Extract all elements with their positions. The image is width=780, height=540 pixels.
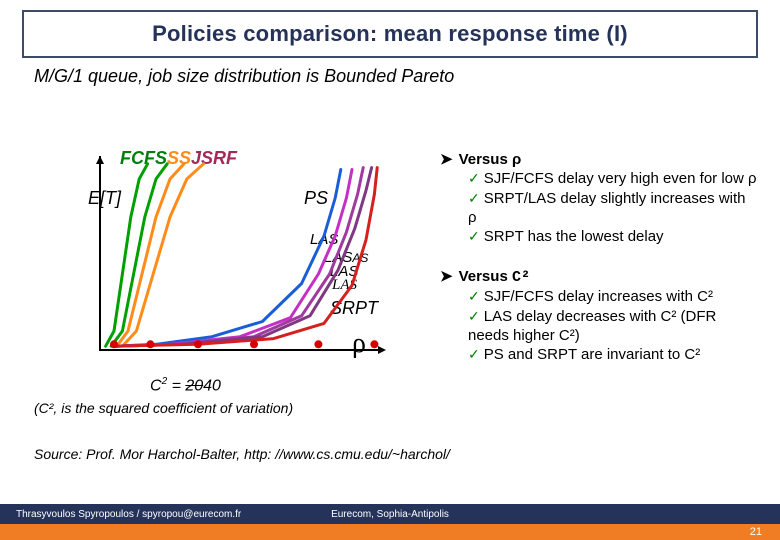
footer: Thrasyvoulos Spyropoulos / spyropou@eure…	[0, 492, 780, 540]
footer-page: 21	[750, 526, 762, 538]
bullet-item-c2-0: ✓SJF/FCFS delay increases with C²	[440, 288, 758, 307]
bullet-text-rho-2: SRPT has the lowest delay	[484, 228, 664, 245]
bullet-list: ➤Versus ρ ✓SJF/FCFS delay very high even…	[440, 150, 758, 385]
c2-value: 40	[203, 377, 221, 394]
lead-prefix-rho: Versus	[459, 151, 512, 168]
slide-subtitle: M/G/1 queue, job size distribution is Bo…	[34, 66, 746, 87]
chart-marker	[314, 340, 322, 348]
footer-center: Eurecom, Sophia-Antipolis	[331, 509, 449, 520]
bullet-group-rho: ➤Versus ρ ✓SJF/FCFS delay very high even…	[440, 150, 758, 247]
lead-sym-rho: ρ	[512, 151, 521, 168]
chart-marker	[194, 340, 202, 348]
chart-curve-PS	[114, 170, 341, 347]
bullet-text-c2-1: LAS delay decreases with C² (DFR needs h…	[468, 308, 716, 344]
footer-orange-bar: 21	[0, 524, 780, 540]
chart-marker	[146, 340, 154, 348]
c2-caption: C2 = 2040	[150, 376, 221, 395]
check-icon: ✓	[468, 288, 480, 304]
chart-marker	[250, 340, 258, 348]
triangle-bullet-icon: ➤	[440, 151, 453, 168]
chart-area	[90, 150, 390, 380]
bullet-item-rho-1: ✓SRPT/LAS delay slightly increases with …	[440, 190, 758, 228]
lead-sym-c2: C²	[512, 269, 530, 286]
bullet-item-c2-1: ✓LAS delay decreases with C² (DFR needs …	[440, 308, 758, 346]
bullet-text-c2-0: SJF/FCFS delay increases with C²	[484, 288, 713, 305]
c2-strike: 20	[185, 377, 203, 394]
check-icon: ✓	[468, 190, 480, 206]
lead-prefix-c2: Versus	[459, 268, 512, 285]
bullet-item-rho-2: ✓SRPT has the lowest delay	[440, 228, 758, 247]
source-line: Source: Prof. Mor Harchol-Balter, http: …	[34, 446, 450, 462]
bullet-text-c2-2: PS and SRPT are invariant to C²	[484, 346, 701, 363]
chart-marker	[110, 340, 118, 348]
title-bar: Policies comparison: mean response time …	[22, 10, 758, 58]
bullet-text-rho-0: SJF/FCFS delay very high even for low ρ	[484, 170, 757, 187]
footer-left: Thrasyvoulos Spyropoulos / spyropou@eure…	[16, 509, 241, 520]
slide-root: Policies comparison: mean response time …	[0, 0, 780, 540]
bullet-lead-rho: ➤ Versus ρ	[440, 150, 758, 168]
check-icon: ✓	[468, 308, 480, 324]
slide-title: Policies comparison: mean response time …	[152, 21, 628, 47]
chart-marker	[370, 340, 378, 348]
bullet-item-c2-2: ✓PS and SRPT are invariant to C²	[440, 346, 758, 365]
check-icon: ✓	[468, 228, 480, 244]
bullet-item-rho-0: ✓SJF/FCFS delay very high even for low ρ	[440, 170, 758, 189]
check-icon: ✓	[468, 170, 480, 186]
bullet-text-rho-1: SRPT/LAS delay slightly increases with ρ	[468, 190, 746, 226]
footer-dark-bar: Thrasyvoulos Spyropoulos / spyropou@eure…	[0, 504, 780, 524]
coeff-note: (C², is the squared coefficient of varia…	[34, 400, 293, 416]
triangle-bullet-icon: ➤	[440, 268, 453, 285]
bullet-group-c2: ➤Versus C² ✓SJF/FCFS delay increases wit…	[440, 267, 758, 365]
chart-svg	[90, 150, 390, 370]
chart-curve-sjf-2	[122, 164, 203, 346]
chart-curve-sjf-1	[117, 164, 184, 346]
bullet-lead-c2: ➤ Versus C²	[440, 267, 758, 286]
check-icon: ✓	[468, 346, 480, 362]
